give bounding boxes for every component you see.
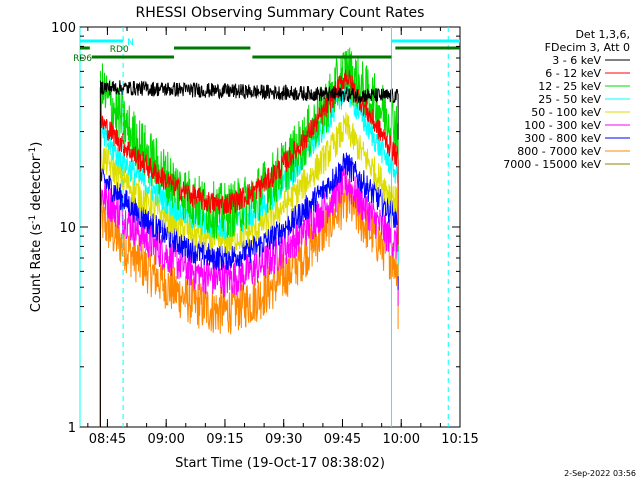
series-line	[99, 80, 399, 140]
y-axis-label-main: Count Rate (s	[29, 224, 44, 313]
x-tick-label: 10:15	[441, 432, 478, 447]
legend-label: 25 - 50 keV	[538, 93, 601, 106]
axis-layer: 08:45 09:00 09:15 09:30 09:45 10:00 10:15 100 10…	[51, 21, 479, 447]
legend-label: 50 - 100 keV	[531, 106, 601, 119]
y-axis-label-close: )	[29, 142, 44, 147]
footer-date: 2-Sep-2022 03:56	[564, 469, 636, 478]
series-line	[99, 152, 399, 290]
x-tick-label: 09:00	[147, 432, 184, 447]
y-axis-label-mid: detector	[29, 155, 44, 215]
legend-label: 100 - 300 keV	[524, 119, 601, 132]
x-tick-label: 09:15	[206, 432, 243, 447]
legend-label: 800 - 7000 keV	[517, 145, 601, 158]
y-axis-label: Count Rate (s-1 detector-1)	[28, 142, 44, 313]
series-line	[99, 112, 399, 277]
x-tick-label: 08:45	[89, 432, 126, 447]
legend-label: 300 - 800 keV	[524, 132, 601, 145]
y-axis-label-exp2: -1	[28, 147, 38, 156]
y-tick-label: 10	[59, 221, 76, 236]
series-layer	[99, 47, 399, 427]
legend-header-line2: FDecim 3, Att 0	[545, 41, 630, 54]
legend-label: 6 - 12 keV	[545, 67, 601, 80]
series-line	[99, 69, 399, 245]
flag-label-rd0: RD0	[110, 45, 129, 55]
x-axis-label: Start Time (19-Oct-17 08:38:02)	[175, 456, 385, 471]
series-3to6kev	[99, 80, 399, 427]
chart-title: RHESSI Observing Summary Count Rates	[136, 5, 425, 21]
x-tick-label: 10:00	[383, 432, 420, 447]
legend-label: 3 - 6 keV	[552, 54, 601, 67]
x-tick-label: 09:30	[265, 432, 302, 447]
flag-label-rd6: RD6	[73, 54, 92, 64]
flag-label-n: N	[127, 38, 134, 48]
x-tick-label: 09:45	[324, 432, 361, 447]
series-line	[99, 164, 399, 307]
y-tick-label: 1	[68, 421, 76, 436]
legend-header-line1: Det 1,3,6,	[575, 28, 630, 41]
legend-label: 7000 - 15000 keV	[503, 158, 601, 171]
y-tick-label: 100	[51, 21, 76, 36]
y-axis-label-exp: -1	[28, 215, 38, 224]
legend-label: 12 - 25 keV	[538, 80, 601, 93]
